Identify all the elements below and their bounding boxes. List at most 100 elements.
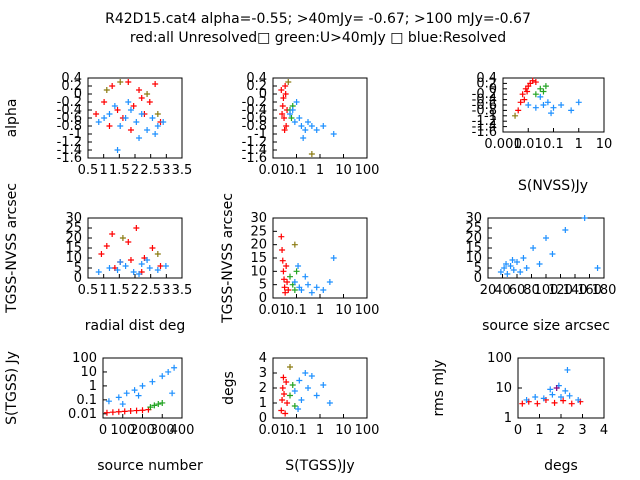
x-tick-label: 1 <box>316 163 324 178</box>
data-point <box>558 102 565 108</box>
data-point <box>568 107 575 114</box>
data-point <box>106 111 113 117</box>
data-point <box>169 390 176 397</box>
data-point <box>105 398 112 405</box>
y-tick-label: 25 <box>65 221 82 236</box>
y-tick-label: 5 <box>259 278 267 293</box>
data-point <box>136 87 143 93</box>
x-tick-label: 10 <box>335 423 352 438</box>
plot-frame <box>272 77 368 159</box>
data-point <box>117 259 124 265</box>
x-tick-label: 10 <box>596 137 613 152</box>
data-point <box>566 392 573 399</box>
y-tick-label: 100 <box>487 351 512 366</box>
y-tick-label: -1.4 <box>242 143 267 158</box>
data-point <box>279 397 286 403</box>
y-tick-label: 30 <box>250 211 267 226</box>
data-point <box>138 95 145 101</box>
data-point <box>279 257 286 264</box>
figure-title-line1: R42D15.cat4 alpha=-0.55; >40mJy= -0.67; … <box>105 11 531 27</box>
data-point <box>298 123 305 129</box>
data-point <box>282 410 289 417</box>
y-axis-label: TGSS-NVSS arcsec <box>220 193 236 324</box>
data-point <box>308 123 315 129</box>
data-point <box>279 385 286 391</box>
x-tick-label: 100 <box>110 423 135 438</box>
y-axis-label: degs <box>221 371 237 405</box>
data-point <box>283 379 290 385</box>
x-tick-label: 1 <box>316 303 324 318</box>
data-point <box>106 123 113 129</box>
data-point <box>131 387 138 394</box>
data-point <box>280 268 287 275</box>
y-tick-label: 10 <box>250 264 267 279</box>
data-point <box>106 265 113 271</box>
data-point <box>279 111 286 117</box>
x-tick-label: 0.01 <box>514 137 543 152</box>
y-axis-label: S(TGSS) Jy <box>4 351 20 425</box>
data-point <box>157 263 164 269</box>
data-point <box>540 395 547 402</box>
data-point <box>133 225 140 231</box>
data-point <box>295 406 302 412</box>
y-tick-label: 0 <box>489 82 497 97</box>
y-tick-label: -1.2 <box>472 114 497 129</box>
scatter-panels: 0.5 1 1.5 2 2.5 3 3.50.40.20-0.2-0.4-0.6-0.8-1… <box>4 71 616 474</box>
data-point <box>288 115 295 121</box>
data-point <box>281 284 288 291</box>
data-point <box>515 107 522 114</box>
y-tick-label: 4 <box>259 351 267 366</box>
y-tick-label: 10 <box>80 365 97 380</box>
data-point <box>171 364 178 371</box>
y-tick-label: 0.4 <box>476 71 497 86</box>
data-point <box>287 364 294 370</box>
data-point <box>551 399 558 406</box>
plot-frame <box>517 357 605 419</box>
data-point <box>575 99 582 106</box>
data-point <box>305 385 312 391</box>
data-point <box>302 273 309 280</box>
x-tick-label: 0 <box>514 423 522 438</box>
y-tick-label: 25 <box>465 221 482 236</box>
data-point <box>282 83 289 89</box>
data-point <box>133 119 140 125</box>
x-axis-label: source number <box>97 458 203 474</box>
data-point <box>127 127 134 133</box>
data-point <box>103 243 110 249</box>
x-tick-label: 180 <box>592 283 617 298</box>
x-tick-label: 100 <box>355 163 380 178</box>
x-tick-label: 1 <box>575 137 583 152</box>
data-point <box>564 366 571 373</box>
data-point <box>293 99 300 105</box>
data-point <box>305 119 312 125</box>
data-point <box>119 235 126 241</box>
y-tick-label: 100 <box>72 351 97 366</box>
data-point <box>115 394 122 401</box>
data-point <box>109 231 116 237</box>
data-point <box>117 79 124 85</box>
data-point <box>558 394 564 401</box>
data-point <box>135 392 142 399</box>
data-point <box>330 131 337 137</box>
x-tick-label: 10 <box>335 303 352 318</box>
y-tick-label: 1 <box>89 379 97 394</box>
data-point <box>308 373 315 379</box>
data-point <box>109 409 116 416</box>
data-point <box>501 265 508 271</box>
data-point <box>313 127 320 133</box>
y-tick-label: -0.2 <box>57 95 82 110</box>
x-tick-label: 0.5 <box>78 283 99 298</box>
data-point <box>151 402 158 409</box>
x-tick-label: 3 <box>162 163 170 178</box>
data-point <box>285 79 292 85</box>
data-point <box>532 394 539 401</box>
data-point <box>139 382 146 389</box>
data-point <box>109 83 116 89</box>
data-point <box>320 123 327 129</box>
data-point <box>117 123 124 129</box>
data-point <box>300 135 307 141</box>
data-point <box>532 104 539 111</box>
data-point <box>144 127 151 133</box>
